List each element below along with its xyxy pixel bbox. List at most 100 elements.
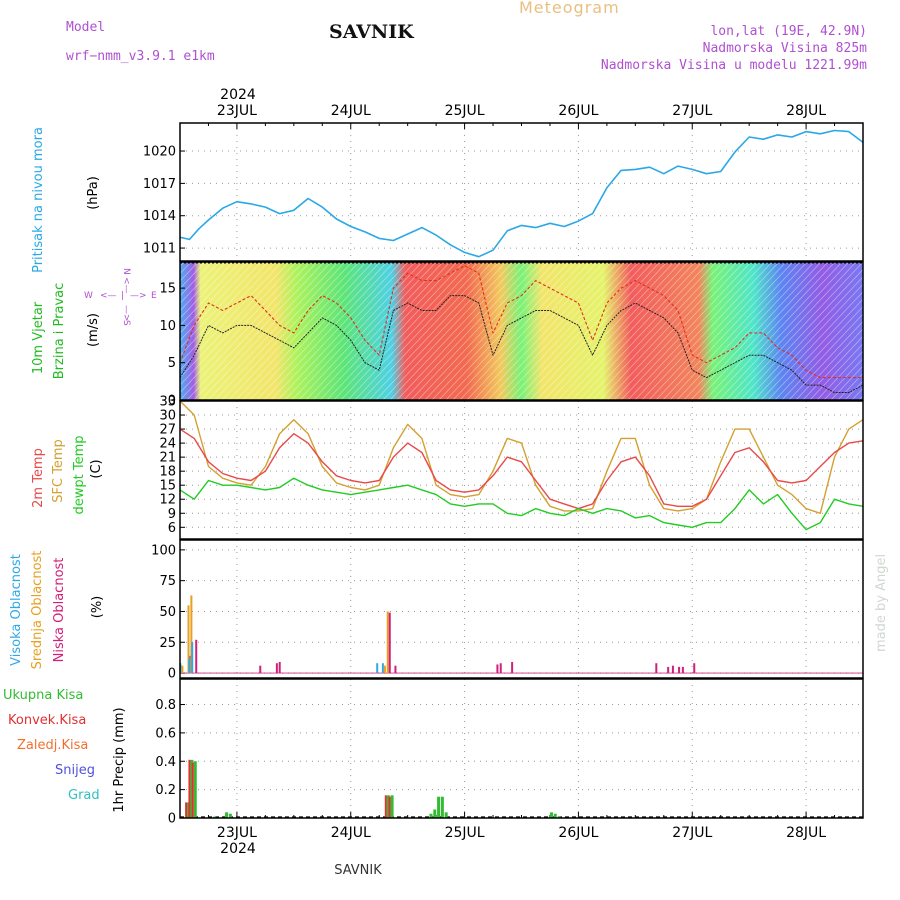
wind-arrow-hatch	[284, 262, 416, 400]
wind-arrow-hatch	[788, 320, 863, 400]
y-tick-temperature: 12	[159, 493, 176, 508]
wind-arrow-hatch	[180, 262, 248, 334]
wind-arrow-hatch	[858, 395, 863, 400]
wind-arrow-hatch	[403, 262, 535, 400]
wind-arrow-hatch	[180, 262, 206, 290]
cloud-bar-mid	[383, 665, 386, 674]
precip-label-snow: Snijeg	[55, 763, 95, 778]
x-day-label-bottom: 28JUL	[786, 825, 826, 841]
wind-arrow-hatch	[180, 262, 269, 356]
y-tick-precip: 0.6	[155, 726, 176, 741]
wind-arrow-texture	[180, 262, 863, 400]
y-tick-clouds: 0	[168, 667, 176, 682]
wind-arrow-hatch	[732, 262, 863, 400]
precip-bar-total	[386, 795, 390, 818]
dewpoint-line	[180, 477, 863, 531]
x-day-label-bottom: 26JUL	[558, 825, 598, 841]
wind-arrow-hatch	[312, 262, 444, 400]
wind-arrow-hatch	[515, 262, 647, 400]
precip-bar-total	[444, 812, 448, 818]
precip-bar-conv	[185, 802, 188, 818]
wind-arrow-hatch	[368, 262, 500, 400]
wind-arrow-hatch	[480, 262, 612, 400]
pressure-line	[180, 129, 863, 258]
pressure-unit: (hPa)	[86, 176, 101, 210]
y-tick-pressure: 1020	[143, 145, 176, 160]
wind-arrow-hatch	[767, 298, 863, 400]
cloud-unit: (%)	[90, 596, 105, 619]
wind-arrow-hatch	[180, 262, 276, 364]
precip-bar-total	[440, 796, 444, 818]
precip-bar-total	[429, 813, 433, 818]
wind-arrow-hatch	[270, 262, 402, 400]
wind-arrow-hatch	[536, 262, 668, 400]
product-title: Meteogram	[519, 0, 620, 17]
wind-arrow-hatch	[459, 262, 591, 400]
wind-arrow-hatch	[578, 262, 710, 400]
cloud-label-low: Niska Oblacnost	[52, 558, 67, 663]
cloud-bar-low	[678, 666, 681, 674]
wind-arrow-hatch	[277, 262, 409, 400]
wind-arrow-hatch	[683, 262, 815, 400]
panel-frame-pressure	[179, 122, 864, 262]
wind-arrow-hatch	[718, 262, 850, 400]
wind-arrow-hatch	[340, 262, 472, 400]
wind-arrow-hatch	[193, 262, 325, 400]
wind-arrow-hatch	[795, 328, 863, 400]
x-day-label-bottom: 24JUL	[331, 825, 371, 841]
cloud-bar-low	[275, 663, 278, 674]
precip-bar-total	[390, 795, 394, 818]
compass-center: |	[121, 291, 124, 301]
temp-label-sfc: SFC Temp	[51, 439, 66, 503]
wind-arrow-hatch	[571, 262, 703, 400]
cloud-bar-mid	[386, 611, 389, 674]
precip-bar-conv	[191, 762, 194, 818]
wind-arrow-hatch	[382, 262, 514, 400]
precip-label-frozen: Zaledj.Kisa	[17, 738, 88, 753]
temp-unit: (C)	[89, 459, 104, 478]
cloud-bar-mid	[181, 665, 184, 674]
wind-arrow-hatch	[326, 262, 458, 400]
precip-label-total: Ukupna Kisa	[3, 688, 83, 703]
precip-bar-conv	[388, 796, 391, 818]
cloud-bar-low	[278, 661, 281, 674]
y-tick-temperature: 18	[159, 465, 176, 480]
wind-arrow-hatch	[662, 262, 794, 400]
y-tick-clouds: 25	[159, 636, 176, 651]
wind-arrow-hatch	[760, 291, 863, 400]
wind-arrow-hatch	[180, 262, 227, 312]
precip-bar-conv	[188, 759, 191, 818]
x-day-label-top: 25JUL	[445, 103, 485, 119]
wind-arrow-hatch	[180, 262, 262, 349]
precip-label-conv: Konvek.Kisa	[8, 713, 86, 728]
wind-arrow-hatch	[347, 262, 479, 400]
precip-bar-total	[553, 813, 557, 818]
wind-arrow-hatch	[473, 262, 605, 400]
wind-arrow-hatch	[704, 262, 836, 400]
panel-frame-clouds	[179, 539, 864, 679]
cloud-label-high: Visoka Oblacnost	[9, 554, 24, 666]
wind-arrow-hatch	[613, 262, 745, 400]
compass-arrow-up: <—	[121, 277, 131, 294]
precip-bar-total	[193, 761, 197, 818]
wind-arrow-hatch	[180, 262, 241, 327]
y-tick-wind: 5	[168, 356, 176, 371]
y-tick-precip: 0.2	[155, 783, 176, 798]
wind-arrow-hatch	[410, 262, 542, 400]
wind-arrow-hatch	[774, 306, 863, 400]
wind-arrow-hatch	[417, 262, 549, 400]
compass-north: N	[121, 268, 131, 275]
wind-title-2: Brzina i Pravac	[52, 283, 67, 380]
wind-title-1: 10m Vjetar	[31, 301, 46, 374]
wind-arrow-hatch	[641, 262, 773, 400]
y-tick-pressure: 1011	[143, 242, 176, 257]
y-tick-precip: 0.4	[155, 755, 176, 770]
precip-bar-total	[437, 796, 441, 818]
model-name: wrf−nmm_v3.9.1 e1km	[66, 49, 215, 64]
wind-arrow-hatch	[487, 262, 619, 400]
wind-arrow-hatch	[431, 262, 563, 400]
y-tick-clouds: 50	[159, 605, 176, 620]
cloud-bar-mid	[190, 595, 193, 674]
wind-arrow-hatch	[396, 262, 528, 400]
wind-arrow-hatch	[620, 262, 752, 400]
